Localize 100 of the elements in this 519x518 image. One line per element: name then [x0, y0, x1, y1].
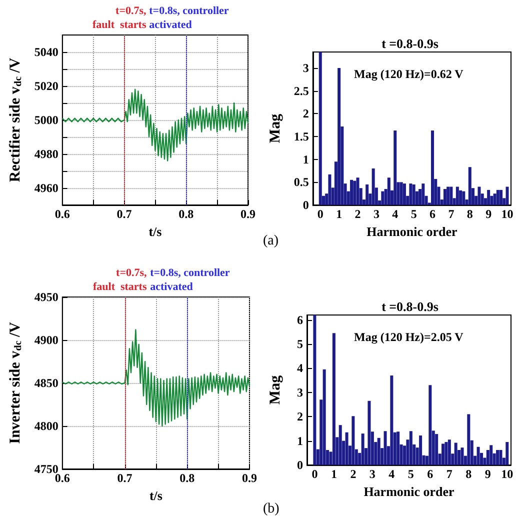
- y-tick-label: 2: [297, 410, 303, 424]
- ref-line-label: t=0.8s, controller activated: [150, 267, 230, 293]
- bar: [450, 186, 453, 205]
- bar: [487, 190, 490, 205]
- bar: [377, 438, 380, 465]
- bar: [468, 167, 472, 205]
- y-axis-title: Mag: [268, 374, 284, 405]
- y-tick-label: 3: [297, 385, 303, 400]
- bar: [467, 414, 470, 465]
- bar: [356, 178, 360, 205]
- bar: [409, 184, 412, 205]
- y-tick-label: 0: [302, 198, 309, 212]
- bar: [448, 440, 451, 465]
- y-tick-label: 1: [302, 152, 309, 166]
- y-tick-label: 5: [297, 337, 303, 352]
- x-tick-label: 0.9: [242, 471, 257, 485]
- y-tick-label: 4950: [34, 290, 58, 304]
- x-tick-label: 1: [330, 467, 337, 481]
- x-tick-label: 2: [350, 467, 356, 481]
- ref-line-label: t=0.7s, fault starts: [92, 5, 147, 31]
- bar: [409, 431, 412, 465]
- x-tick-label: 9: [484, 467, 491, 481]
- x-tick-label: 0.8: [178, 207, 194, 221]
- bar: [444, 442, 448, 465]
- bar: [338, 68, 341, 205]
- bar: [366, 184, 369, 205]
- x-tick-label: 3: [369, 467, 376, 481]
- x-tick-label: 0.9: [240, 207, 256, 221]
- y-tick-label: 1.5: [294, 129, 309, 144]
- text: (b): [263, 502, 280, 516]
- x-tick-label: 8: [466, 207, 473, 221]
- x-tick-label: 6: [427, 467, 434, 481]
- bar: [332, 333, 336, 465]
- bar: [499, 450, 502, 465]
- x-tick-label: 0.7: [116, 207, 132, 221]
- x-tick-label: 0.7: [117, 471, 132, 485]
- bar: [456, 186, 459, 205]
- bar: [443, 189, 446, 205]
- y-tick-label: 6: [297, 312, 303, 327]
- bar: [313, 315, 316, 465]
- bar: [506, 186, 509, 205]
- bar: [390, 375, 394, 465]
- x-axis-title: t/s: [148, 224, 162, 239]
- bar: [381, 191, 384, 205]
- bar: [500, 190, 503, 205]
- y-tick-label: 4850: [34, 376, 58, 390]
- y-tick-label: 5020: [34, 79, 58, 93]
- line-series: [62, 88, 249, 162]
- y-tick-label: 2.5: [294, 84, 309, 98]
- bar: [352, 416, 355, 465]
- x-tick-label: 8: [466, 467, 472, 481]
- bar: [459, 190, 462, 205]
- bar: [476, 446, 480, 465]
- x-tick-label: 2: [354, 207, 361, 221]
- bar: [442, 444, 445, 465]
- bar: [419, 435, 422, 465]
- ref-line-label: t=0.7s, fault starts: [92, 267, 148, 293]
- bar: [353, 180, 356, 205]
- x-axis-title: Harmonic order: [366, 224, 458, 239]
- bar: [496, 190, 500, 205]
- bar: [493, 194, 496, 205]
- bar: [387, 178, 390, 205]
- y-tick-label: 2: [302, 106, 309, 121]
- y-tick-label: 4980: [34, 147, 58, 161]
- x-tick-label: 0: [317, 207, 324, 221]
- y-tick-label: 4960: [34, 181, 58, 195]
- x-tick-label: 0.8: [180, 471, 195, 485]
- bar: [506, 442, 509, 465]
- annotation: Mag (120 Hz)=2.05 V: [354, 330, 464, 344]
- bar: [361, 434, 364, 465]
- x-tick-label: 5: [410, 207, 417, 221]
- bar: [350, 180, 354, 205]
- bar: [490, 445, 493, 465]
- bar: [454, 442, 458, 465]
- x-tick-label: 10: [501, 207, 514, 221]
- bar: [460, 448, 464, 465]
- bar: [435, 434, 438, 465]
- bar: [400, 182, 403, 205]
- y-tick-label: 0: [297, 458, 303, 472]
- chart-title: t =0.8-0.9s: [382, 36, 438, 51]
- x-tick-label: 10: [501, 467, 514, 481]
- x-tick-label: 5: [408, 467, 414, 481]
- y-tick-label: 3: [302, 60, 309, 75]
- x-tick-label: 0: [312, 467, 318, 481]
- y-tick-label: 5040: [34, 45, 58, 59]
- bar: [396, 432, 400, 465]
- line-series: [62, 329, 250, 427]
- bar: [446, 186, 450, 205]
- bar: [394, 130, 397, 205]
- bar: [422, 184, 425, 205]
- x-tick-label: 7: [448, 207, 454, 221]
- y-axis-title: Rectifier side vdc /V: [8, 58, 24, 182]
- x-tick-label: 3: [373, 207, 380, 221]
- y-axis-title: Inverter side vdc /V: [8, 322, 24, 444]
- x-axis-title: Harmonic order: [364, 484, 455, 499]
- y-tick-label: 0.5: [294, 175, 309, 190]
- y-tick-label: 4: [297, 361, 303, 376]
- x-axis-title: t/s: [149, 488, 162, 503]
- bar: [428, 385, 432, 465]
- bar: [328, 174, 332, 205]
